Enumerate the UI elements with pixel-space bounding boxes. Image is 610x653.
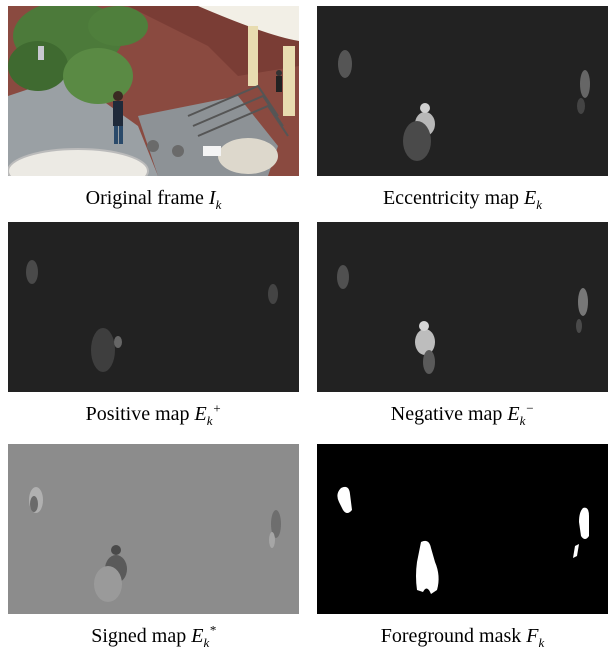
foreground-mask-image <box>317 444 608 614</box>
eccentricity-map-image <box>317 6 608 176</box>
caption-text: Negative map <box>390 403 508 425</box>
caption-eccentricity: Eccentricity map Ek <box>317 186 608 212</box>
caption-signed: Signed map Ek* <box>8 622 299 650</box>
positive-map-image <box>8 222 299 392</box>
caption-foreground: Foreground mask Fk <box>317 624 608 650</box>
negative-map-image <box>317 222 608 392</box>
caption-symbol: E <box>507 403 520 425</box>
caption-superscript: + <box>212 400 222 416</box>
caption-superscript: * <box>209 622 216 638</box>
caption-symbol: I <box>208 187 216 209</box>
caption-text: Foreground mask <box>380 625 527 647</box>
caption-subscript: k <box>203 635 210 650</box>
caption-subscript: k <box>206 413 213 428</box>
caption-subscript: k <box>538 635 545 650</box>
caption-positive: Positive map Ek+ <box>8 400 299 428</box>
positive-map <box>8 222 299 392</box>
caption-original: Original frame Ik <box>8 186 299 212</box>
caption-symbol: E <box>524 187 537 209</box>
atrium-photo <box>8 6 299 176</box>
negative-map <box>317 222 608 392</box>
eccentricity-map <box>317 6 608 176</box>
foreground-mask <box>317 444 608 614</box>
caption-text: Eccentricity map <box>382 187 525 209</box>
caption-subscript: k <box>536 197 543 212</box>
caption-subscript: k <box>215 197 222 212</box>
caption-text: Signed map <box>91 625 192 647</box>
caption-superscript: − <box>525 400 535 416</box>
caption-symbol: E <box>194 403 207 425</box>
caption-text: Original frame <box>85 187 209 209</box>
caption-symbol: F <box>526 625 539 647</box>
signed-map-image <box>8 444 299 614</box>
caption-symbol: E <box>191 625 204 647</box>
original-frame-image <box>8 6 299 176</box>
caption-text: Positive map <box>85 403 195 425</box>
caption-negative: Negative map Ek− <box>317 400 608 428</box>
signed-map <box>8 444 299 614</box>
caption-subscript: k <box>519 413 526 428</box>
